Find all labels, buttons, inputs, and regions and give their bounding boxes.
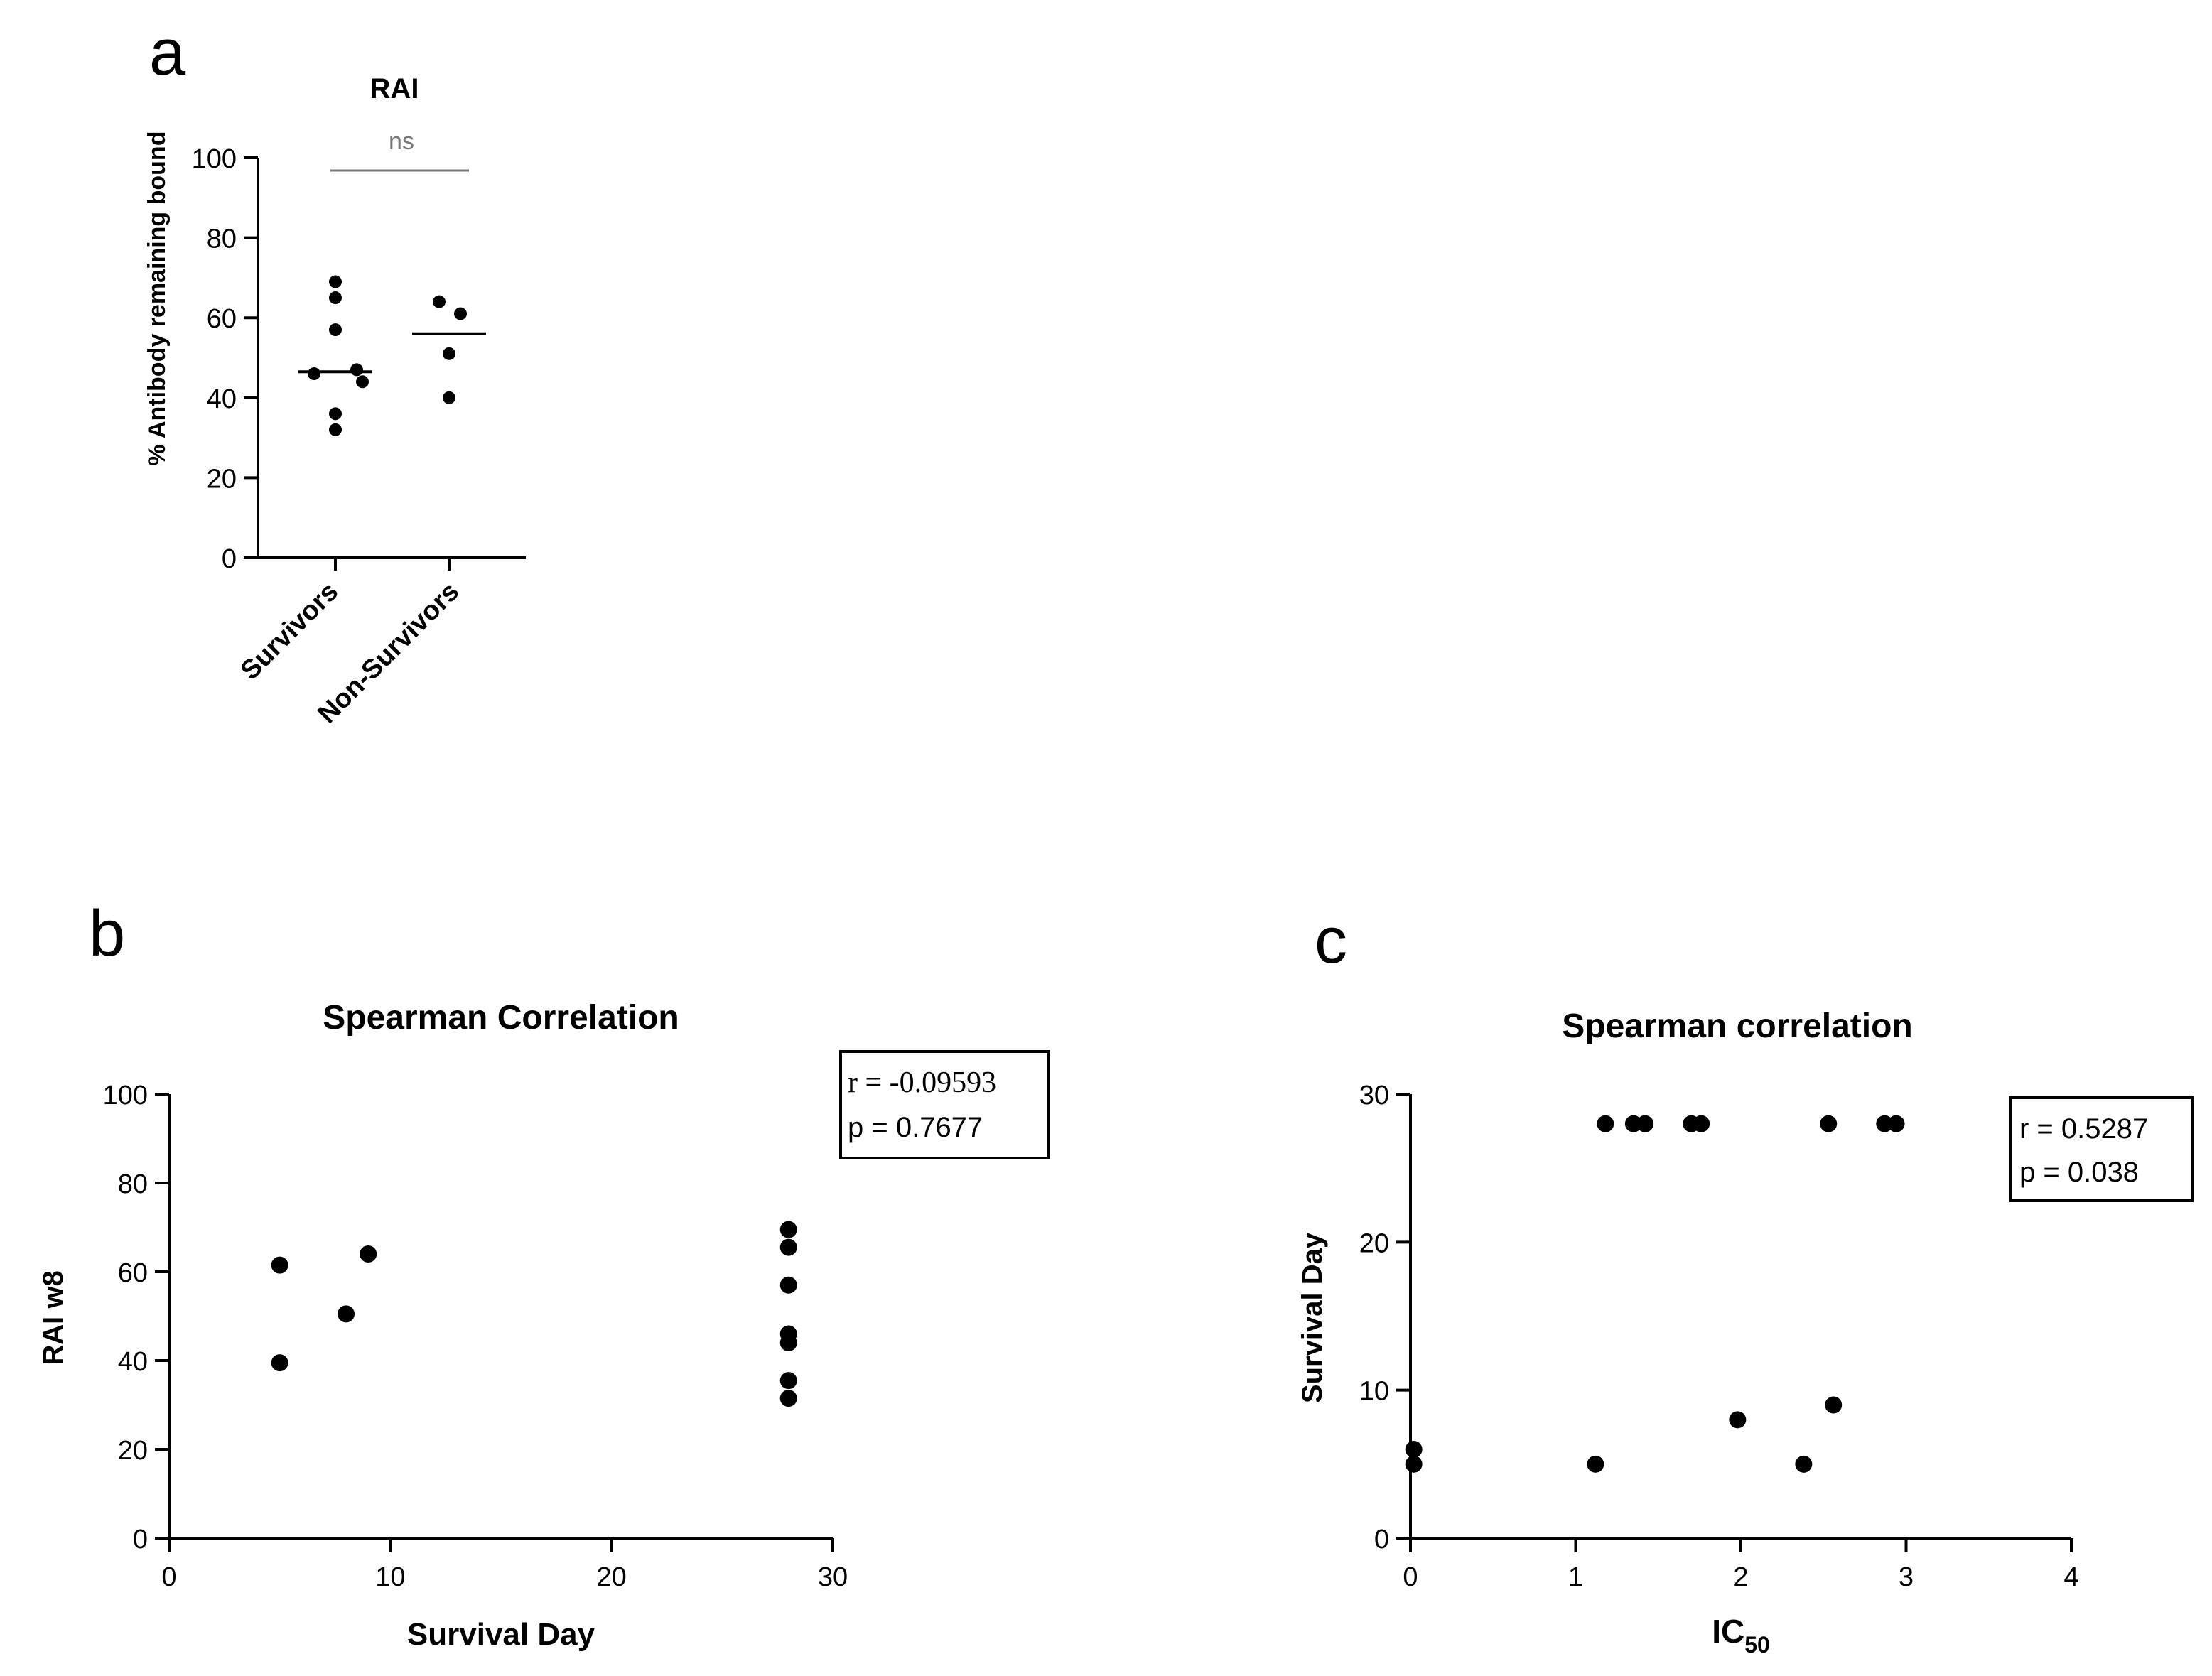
- chart-b-stats-box: r = -0.09593 p = 0.7677: [839, 1050, 1050, 1159]
- chart-c-point: [1405, 1441, 1423, 1458]
- chart-b-point: [271, 1354, 288, 1372]
- chart-a-point: [329, 291, 342, 305]
- chart-c-y-tick-label: 0: [1374, 1525, 1389, 1555]
- chart-a-point: [356, 375, 369, 389]
- chart-c-point: [1587, 1455, 1604, 1473]
- chart-c-y-axis: 0 10 20 30: [1359, 1081, 1410, 1555]
- chart-a-point: [329, 323, 342, 337]
- chart-c-x-label-main: IC: [1712, 1613, 1744, 1650]
- chart-b-y-tick-label: 60: [118, 1258, 148, 1288]
- chart-c-x-axis: 0 1 2 3 4: [1403, 1538, 2079, 1592]
- panel-letter-a: a: [149, 16, 186, 89]
- chart-b-y-tick-label: 40: [118, 1347, 148, 1377]
- chart-c-point: [1597, 1115, 1614, 1132]
- chart-a-y-tick-label: 20: [207, 464, 237, 494]
- chart-b-x-tick-label: 0: [161, 1562, 176, 1592]
- chart-c-point: [1825, 1396, 1843, 1414]
- chart-b-point: [779, 1334, 797, 1351]
- chart-a-point: [308, 367, 320, 381]
- chart-c-stats-box: r = 0.5287 p = 0.038: [2009, 1096, 2194, 1202]
- chart-c-point: [1820, 1115, 1838, 1132]
- chart-c-x-tick-label: 4: [2063, 1562, 2078, 1592]
- chart-c-point: [1693, 1115, 1710, 1132]
- chart-c-y-tick-label: 20: [1359, 1228, 1389, 1258]
- chart-c-x-tick-label: 2: [1733, 1562, 1748, 1592]
- chart-c-point: [1405, 1455, 1423, 1473]
- chart-b-title: Spearman Correlation: [323, 999, 679, 1037]
- chart-c-point: [1887, 1115, 1905, 1132]
- chart-a-y-tick-label: 60: [207, 304, 237, 334]
- chart-b-x-tick-label: 30: [818, 1562, 848, 1592]
- chart-c-title: Spearman correlation: [1562, 1007, 1913, 1045]
- chart-c-y-tick-label: 10: [1359, 1377, 1389, 1407]
- chart-b-x-tick-label: 20: [597, 1562, 627, 1592]
- chart-c-x-tick-label: 0: [1403, 1562, 1418, 1592]
- panel-c: c Spearman correlation 0 10 20 30 0 1 2 3 4 Sur…: [1297, 904, 2194, 1658]
- chart-a-category-label: Survivors: [235, 577, 345, 686]
- chart-b-point: [779, 1276, 797, 1294]
- chart-c-y-tick-label: 30: [1359, 1081, 1389, 1110]
- chart-a-point: [433, 295, 446, 308]
- chart-a-point: [443, 347, 455, 360]
- chart-b-y-label: RAI w8: [38, 1270, 69, 1365]
- chart-c-points: [1405, 1115, 1905, 1473]
- chart-a-y-tick-label: 100: [192, 144, 237, 174]
- chart-c-r-value: r = 0.5287: [2019, 1113, 2148, 1145]
- chart-b-y-tick-label: 0: [133, 1525, 148, 1555]
- chart-b-x-tick-label: 10: [375, 1562, 405, 1592]
- chart-b-p-value: p = 0.7677: [848, 1112, 983, 1143]
- chart-b-point: [779, 1372, 797, 1390]
- chart-b-x-axis: 0 10 20 30: [161, 1538, 848, 1592]
- chart-a-y-tick-label: 0: [222, 544, 237, 574]
- chart-a-point: [454, 307, 467, 320]
- chart-b-point: [360, 1245, 377, 1263]
- chart-b-y-tick-label: 100: [103, 1081, 148, 1110]
- panel-b: b Spearman Correlation 0 20 40 60 80 100 0 10 2…: [38, 897, 1050, 1652]
- chart-a-y-label: % Antibody remaining bound: [144, 131, 171, 466]
- chart-c-p-value: p = 0.038: [2019, 1157, 2139, 1188]
- chart-c-x-tick-label: 1: [1568, 1562, 1583, 1592]
- chart-b-x-label: Survival Day: [407, 1617, 595, 1652]
- chart-a-y-tick-label: 80: [207, 225, 237, 254]
- panel-a: a RAI ns 0 20 40 60 80 100 % Antibody remaini…: [144, 16, 526, 730]
- chart-a-point: [329, 275, 342, 288]
- chart-a-significance: ns: [389, 128, 414, 155]
- chart-b-y-tick-label: 80: [118, 1169, 148, 1199]
- panel-letter-b: b: [89, 897, 125, 970]
- chart-b-point: [779, 1221, 797, 1238]
- chart-b-point: [779, 1238, 797, 1256]
- chart-b-point: [338, 1305, 355, 1323]
- chart-c-point: [1729, 1411, 1747, 1429]
- chart-a-title: RAI: [370, 73, 419, 104]
- chart-a-point: [329, 407, 342, 421]
- chart-a-points: [298, 275, 486, 436]
- chart-b-r-value: r = -0.09593: [848, 1066, 996, 1099]
- chart-b-points: [271, 1221, 797, 1407]
- chart-b-point: [779, 1390, 797, 1407]
- chart-c-x-label: IC50: [1712, 1613, 1770, 1658]
- chart-b-y-tick-label: 20: [118, 1436, 148, 1466]
- chart-c-point: [1636, 1115, 1654, 1132]
- chart-c-x-tick-label: 3: [1899, 1562, 1914, 1592]
- chart-a-y-axis: 0 20 40 60 80 100: [192, 144, 258, 574]
- chart-c-y-label: Survival Day: [1297, 1232, 1328, 1403]
- chart-b-y-axis: 0 20 40 60 80 100: [103, 1081, 169, 1555]
- chart-a-y-tick-label: 40: [207, 384, 237, 414]
- chart-a-point: [350, 363, 363, 377]
- chart-c-point: [1795, 1455, 1813, 1473]
- chart-a-point: [443, 391, 455, 404]
- panel-letter-c: c: [1315, 904, 1347, 977]
- chart-b-point: [271, 1256, 288, 1274]
- chart-a-point: [329, 423, 342, 436]
- chart-c-x-label-subscript: 50: [1744, 1632, 1770, 1658]
